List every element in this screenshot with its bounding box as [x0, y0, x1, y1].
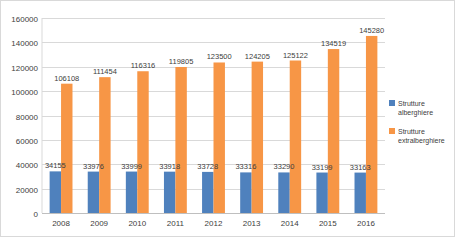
bar [61, 84, 72, 213]
y-tick-label: 160000 [11, 15, 38, 24]
legend-swatch [389, 128, 395, 134]
data-label: 123500 [207, 52, 232, 61]
data-label: 125122 [283, 51, 308, 60]
y-axis-line [42, 18, 43, 213]
y-tick-label: 100000 [11, 88, 38, 97]
x-tick-label: 2015 [319, 219, 337, 228]
legend: Strutture alberghiereStrutture extralber… [389, 100, 445, 145]
legend-swatch [389, 100, 395, 106]
bar [278, 172, 289, 213]
bar [240, 172, 251, 213]
bar [175, 67, 186, 213]
data-label: 124205 [245, 52, 270, 61]
y-tick-label: 40000 [16, 161, 39, 170]
x-tick-label: 2009 [90, 219, 108, 228]
y-tick-label: 80000 [16, 113, 39, 122]
data-label: 33316 [235, 162, 256, 171]
y-tick-label: 20000 [16, 186, 39, 195]
bar [252, 62, 263, 213]
bar [164, 172, 175, 213]
legend-label-line: Strutture [398, 128, 427, 135]
y-tick-label: 60000 [16, 137, 39, 146]
legend-label: Strutture alberghiere [398, 100, 433, 117]
bar [366, 36, 377, 213]
data-label: 33290 [274, 162, 295, 171]
data-label: 33918 [159, 162, 180, 171]
legend-label-line: alberghiere [398, 109, 433, 117]
data-label: 33728 [197, 162, 218, 171]
bar [137, 71, 148, 213]
data-label: 33163 [350, 163, 371, 172]
x-tick-label: 2010 [128, 219, 146, 228]
x-tick-label: 2012 [205, 219, 223, 228]
bar [99, 77, 110, 213]
bar [290, 61, 301, 213]
data-label: 33999 [121, 162, 142, 171]
x-tick-label: 2014 [281, 219, 299, 228]
bar [328, 49, 339, 213]
y-tick-label: 140000 [11, 39, 38, 48]
chart-svg: 0 20000 40000 60000 80000 100000 120000 140000 1… [0, 0, 455, 237]
data-label: 111454 [93, 67, 117, 76]
x-tick-label: 2008 [52, 219, 70, 228]
bar [126, 172, 137, 213]
legend-label-line: extralberghiere [398, 137, 445, 145]
data-label: 34155 [45, 161, 66, 170]
bars-group [50, 36, 378, 213]
x-axis-line [42, 213, 385, 214]
bar [88, 172, 99, 213]
bar [355, 173, 366, 213]
data-label: 106108 [54, 74, 79, 83]
chart-container: 0 20000 40000 60000 80000 100000 120000 140000 1… [0, 0, 455, 237]
bar [316, 173, 327, 213]
legend-label: Strutture extralberghiere [398, 128, 445, 145]
x-tick-label: 2013 [243, 219, 261, 228]
data-label: 119805 [169, 57, 193, 66]
data-label: 134519 [321, 39, 346, 48]
data-label: 145280 [359, 26, 384, 35]
x-tick-label: 2016 [357, 219, 375, 228]
grid-line [42, 18, 385, 19]
bar [214, 62, 225, 213]
y-tick-label: 0 [34, 210, 39, 219]
data-label: 116316 [131, 61, 155, 70]
grid-line [42, 213, 385, 214]
data-label: 33976 [83, 162, 104, 171]
x-tick-label: 2011 [167, 219, 185, 228]
bar [50, 171, 61, 213]
y-tick-label: 120000 [11, 64, 38, 73]
chart-frame [1, 1, 455, 237]
legend-label-line: Strutture [398, 100, 427, 107]
bar [202, 172, 213, 213]
data-label: 33199 [312, 163, 333, 172]
